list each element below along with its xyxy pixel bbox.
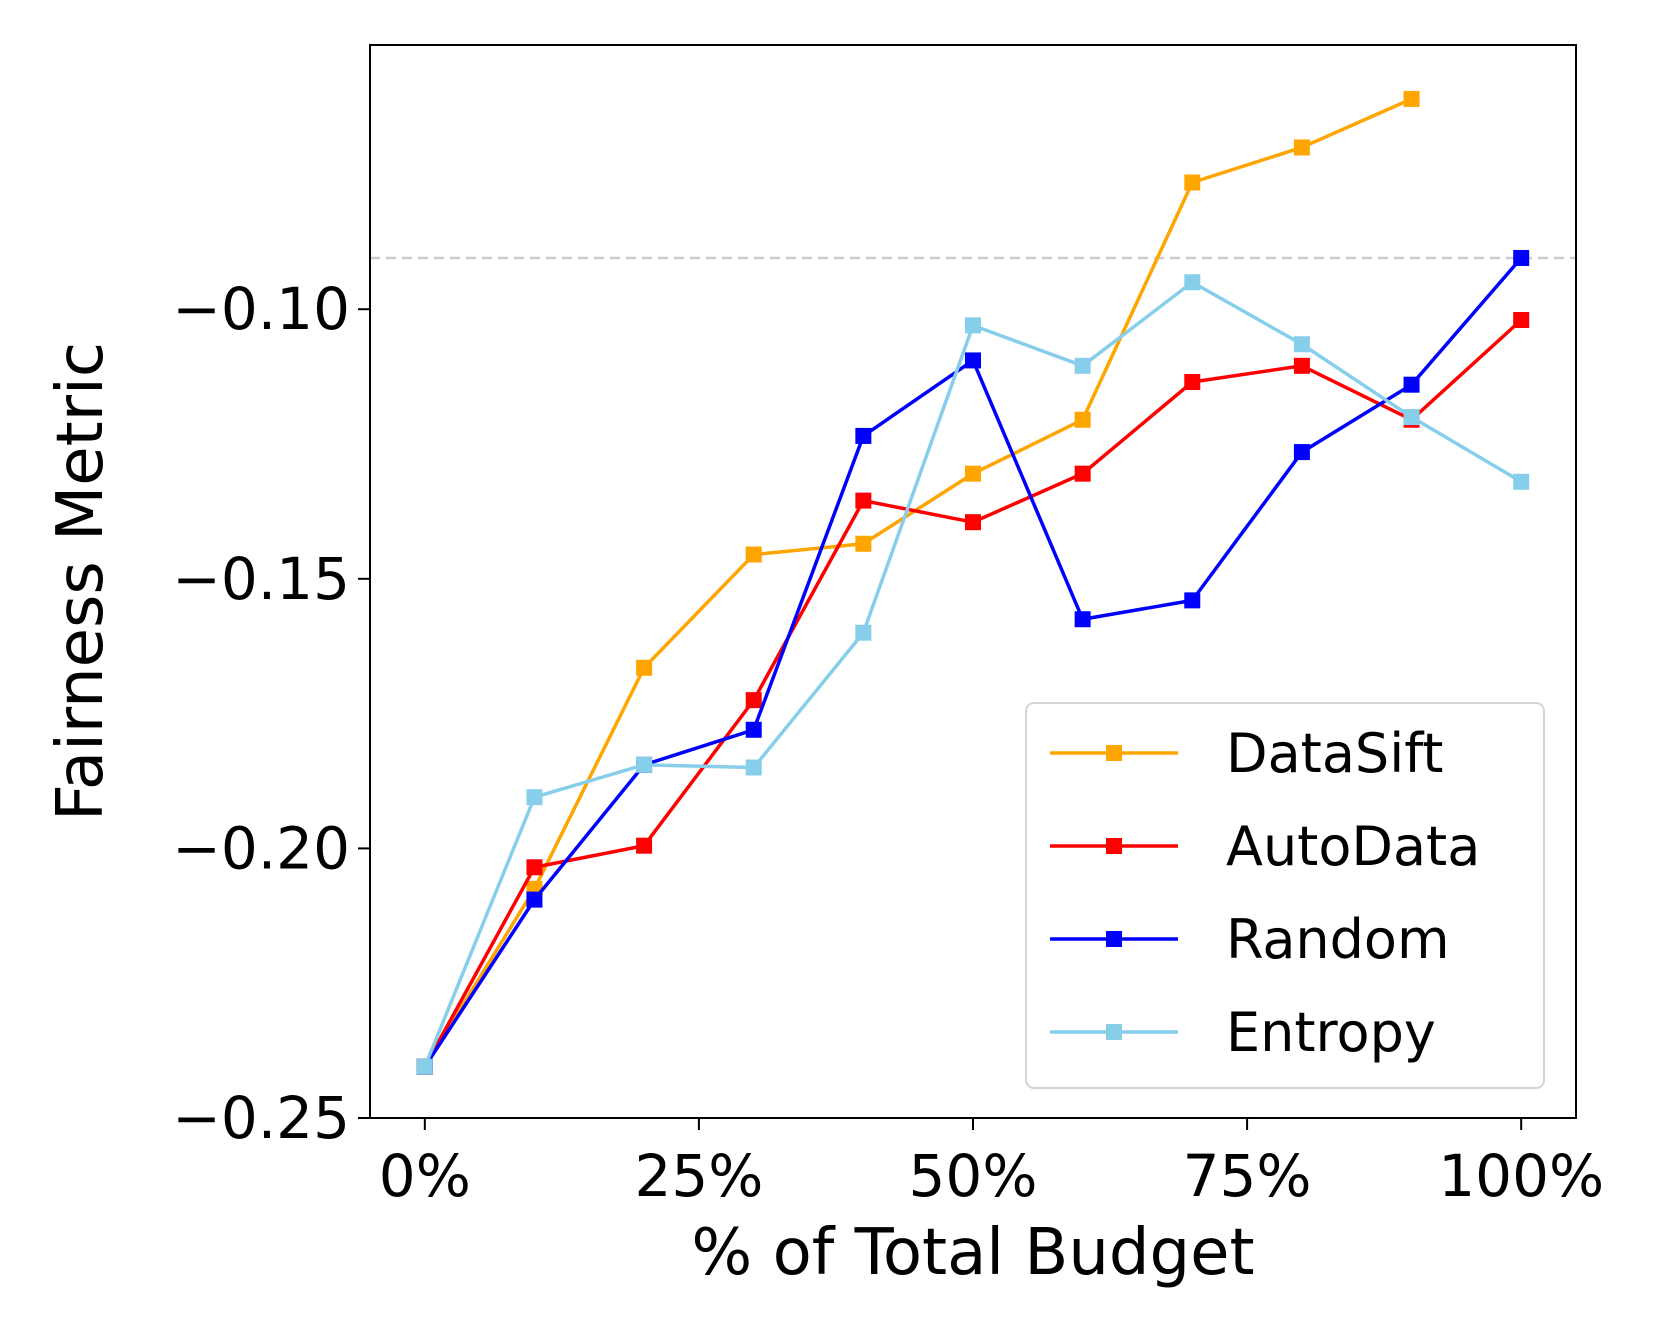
data-point-entropy (1403, 409, 1420, 426)
data-point-entropy (1513, 473, 1530, 490)
legend-marker-autodata (1106, 838, 1122, 854)
y-tick-label: −0.25 (172, 1084, 350, 1152)
data-point-autodata (1074, 465, 1091, 482)
data-point-autodata (1513, 311, 1530, 328)
data-point-entropy (1293, 336, 1310, 353)
series-autodata (416, 311, 1530, 1075)
data-point-autodata (1184, 373, 1201, 390)
x-tick-label: 50% (909, 1142, 1038, 1210)
data-point-datasift (1403, 90, 1420, 107)
y-axis-ticks: −0.25 −0.20 −0.15 −0.10 (172, 275, 370, 1152)
legend-box (1025, 702, 1545, 1089)
data-point-autodata (636, 837, 653, 854)
data-point-datasift (1293, 139, 1310, 156)
series-datasift (416, 90, 1420, 1075)
series-entropy (416, 274, 1530, 1075)
data-point-random (1184, 592, 1201, 609)
x-axis-label: % of Total Budget (691, 1216, 1254, 1290)
legend-label-datasift: DataSift (1226, 722, 1443, 785)
data-point-datasift (1184, 174, 1201, 191)
x-tick-label: 100% (1438, 1142, 1604, 1210)
data-point-random (1074, 611, 1091, 628)
data-point-random (1513, 249, 1530, 266)
legend-item-random: Random (1050, 908, 1450, 971)
legend-marker-random (1106, 931, 1122, 947)
y-tick-label: −0.10 (172, 275, 350, 343)
data-point-datasift (745, 546, 762, 563)
data-point-autodata (1293, 357, 1310, 374)
data-point-entropy (416, 1058, 433, 1075)
legend-item-entropy: Entropy (1050, 1001, 1436, 1064)
data-point-entropy (1074, 357, 1091, 374)
y-tick-label: −0.15 (172, 545, 350, 613)
data-point-datasift (636, 659, 653, 676)
x-tick-label: 25% (634, 1142, 763, 1210)
data-point-entropy (526, 789, 543, 806)
legend-label-autodata: AutoData (1226, 815, 1480, 878)
legend-label-entropy: Entropy (1226, 1001, 1436, 1064)
data-point-datasift (855, 535, 872, 552)
data-point-entropy (636, 756, 653, 773)
legend-marker-entropy (1106, 1024, 1122, 1040)
data-point-random (965, 352, 981, 369)
x-tick-label: 0% (379, 1142, 471, 1210)
data-point-random (1293, 444, 1310, 461)
x-axis-ticks: 0% 25% 50% 75% 100% (379, 1118, 1604, 1210)
legend: DataSift AutoData Random Entropy (1025, 702, 1545, 1089)
legend-item-datasift: DataSift (1050, 722, 1443, 785)
series-layer (416, 90, 1530, 1075)
data-point-entropy (855, 624, 872, 641)
data-point-autodata (965, 514, 981, 531)
data-point-autodata (526, 859, 543, 876)
x-tick-label: 75% (1183, 1142, 1312, 1210)
data-point-random (1403, 376, 1420, 393)
data-point-datasift (1074, 411, 1091, 428)
data-point-autodata (855, 492, 872, 509)
data-point-random (855, 427, 872, 444)
data-point-entropy (1184, 274, 1201, 291)
data-point-entropy (745, 759, 762, 776)
legend-item-autodata: AutoData (1050, 815, 1480, 878)
data-point-random (526, 891, 543, 908)
data-point-datasift (965, 465, 981, 482)
data-point-autodata (745, 692, 762, 709)
series-line-datasift (423, 97, 1413, 1068)
y-axis-label: Fairness Metric (44, 342, 118, 821)
data-point-entropy (965, 317, 981, 334)
y-tick-label: −0.20 (172, 814, 350, 882)
legend-label-random: Random (1226, 908, 1450, 971)
legend-marker-datasift (1106, 745, 1122, 761)
data-point-random (745, 721, 762, 738)
